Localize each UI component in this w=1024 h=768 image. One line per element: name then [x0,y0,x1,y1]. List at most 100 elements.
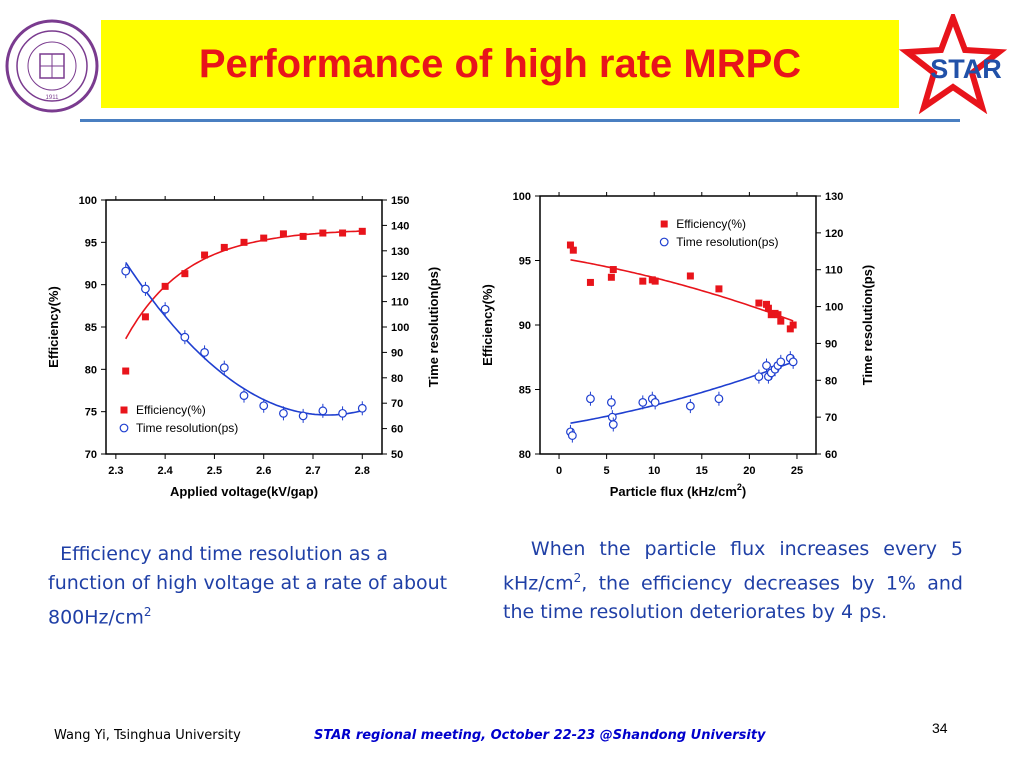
data-point [200,347,209,357]
y-tick-label: 80 [85,364,97,376]
x-tick-label: 20 [743,465,755,477]
data-point [121,266,131,276]
y2-tick-label: 80 [391,373,403,385]
legend-marker [119,423,129,433]
data-point [762,361,771,370]
y2-tick-label: 90 [391,347,403,359]
data-point [609,266,617,274]
data-point [318,406,328,416]
data-point [754,372,764,382]
data-point [219,363,229,373]
y-tick-label: 80 [519,449,531,461]
caption-left: Efficiency and time resolution as a func… [48,540,448,632]
x-tick-label: 2.6 [256,465,271,477]
data-point [651,277,659,285]
x-tick-label: 25 [791,465,803,477]
x-axis-label: Applied voltage(kV/gap) [170,484,318,499]
y-axis-label: Efficiency(%) [480,284,495,366]
data-point [141,313,149,321]
legend-marker [659,237,669,247]
data-point [639,277,647,285]
legend-marker [660,220,668,228]
data-point [788,357,798,367]
data-point [566,241,574,249]
legend-label: Time resolution(ps) [676,235,778,249]
tsinghua-logo: 1911 [5,19,99,113]
data-point [715,285,723,293]
data-point [786,325,794,333]
fit-curve [125,230,363,340]
star-logo-text: STAR [930,54,1002,84]
data-point [161,282,169,290]
y2-tick-label: 60 [825,449,837,461]
data-point [686,272,694,280]
data-point [298,411,308,421]
caption-left-text: Efficiency and time resolution as a func… [48,543,448,629]
y2-tick-label: 130 [391,246,409,258]
y2-tick-label: 110 [825,265,843,277]
y-tick-label: 95 [519,256,531,268]
caption-right-text-post: , the efficiency decreases by 1% and the… [503,572,963,624]
data-point [239,391,249,400]
x-tick-label: 2.8 [355,465,370,477]
data-point [607,412,617,422]
data-point [567,431,577,440]
data-point [160,304,170,314]
caption-right-sup: 2 [573,571,582,585]
data-point [777,317,785,325]
y2-tick-label: 110 [391,297,409,309]
data-point [339,229,347,237]
fit-curve [570,259,794,322]
legend-label: Time resolution(ps) [136,421,238,435]
data-point [201,251,209,259]
title-divider [80,119,960,122]
efficiency-vs-flux-chart: 0 5 10 15 20 25 80 85 90 95 100 60 70 80 90 100 110 120 13… [480,191,875,499]
data-point [358,227,366,235]
data-point [608,420,618,429]
data-point [357,403,367,413]
fit-curve [570,361,794,424]
data-point [586,278,594,286]
y2-tick-label: 140 [391,220,409,232]
x-tick-label: 5 [604,465,610,477]
data-point [299,232,307,240]
data-point [259,401,269,411]
data-point [789,321,797,329]
data-point [776,357,786,367]
data-point [638,397,648,407]
x-tick-label: 2.3 [108,465,123,477]
data-point [764,304,772,312]
legend-marker [120,406,128,414]
y-axis-label: Efficiency(%) [46,286,61,368]
data-point [240,238,248,246]
y2-tick-label: 60 [391,424,403,436]
y-tick-label: 85 [85,322,97,334]
data-point [122,367,130,375]
x-tick-label: 2.7 [305,465,320,477]
data-point [141,284,150,294]
data-point [260,234,268,242]
y2-tick-label: 90 [825,338,837,350]
data-point [181,270,189,278]
y2-axis-label: Time resolution(ps) [860,265,875,385]
y2-tick-label: 100 [825,302,843,314]
y-tick-label: 90 [85,280,97,292]
y-tick-label: 75 [85,407,97,419]
data-point [569,246,577,254]
data-point [606,397,616,407]
x-tick-label: 15 [696,465,708,477]
y2-tick-label: 130 [825,191,843,203]
y2-axis-label: Time resolution(ps) [426,267,441,387]
x-tick-label: 2.4 [157,465,173,477]
y2-tick-label: 70 [391,398,403,410]
data-point [338,408,347,418]
x-tick-label: 10 [648,465,660,477]
x-tick-label: 2.5 [207,465,222,477]
data-point [685,401,695,411]
caption-left-sup: 2 [143,605,152,619]
y2-tick-label: 120 [391,271,409,283]
x-tick-label: 0 [556,465,562,477]
slide-title: Performance of high rate MRPC [198,41,802,86]
y-tick-label: 100 [79,195,97,207]
data-point [279,408,288,418]
